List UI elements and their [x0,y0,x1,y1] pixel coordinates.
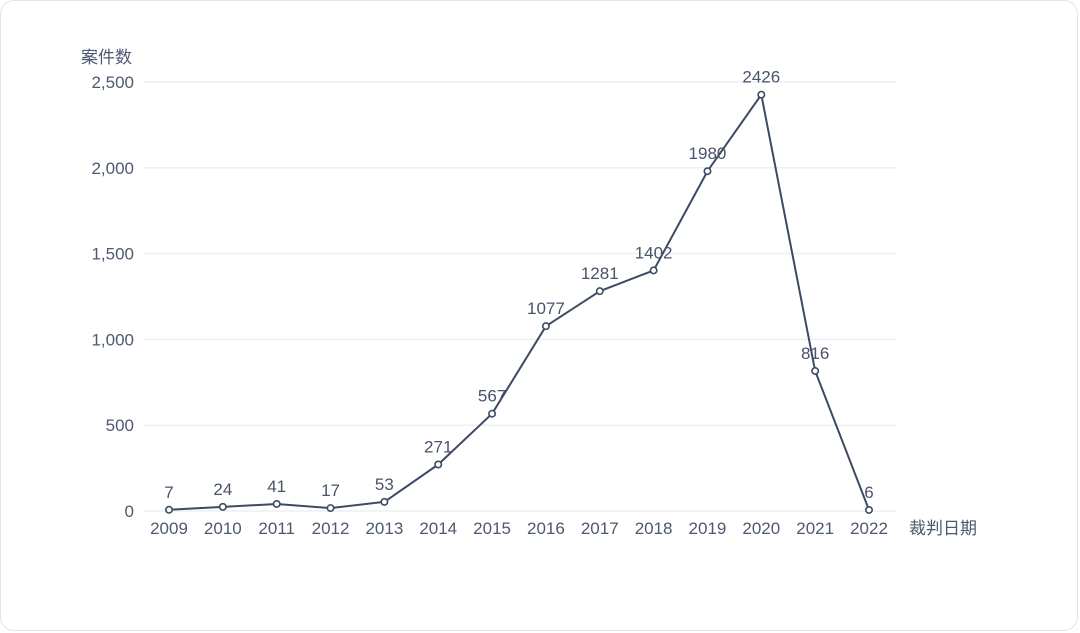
x-tick-label: 2016 [527,519,565,538]
y-tick-label: 2,500 [91,73,134,92]
data-point-marker [326,504,335,513]
data-point-label: 17 [321,481,340,500]
data-point-label: 1980 [689,144,727,163]
data-point-marker [541,322,550,331]
y-axis-title: 案件数 [81,48,132,67]
data-point-label: 24 [213,480,232,499]
data-point-label: 53 [375,475,394,494]
x-tick-label: 2019 [689,519,727,538]
data-point-marker [434,460,443,469]
data-point-marker [757,90,766,99]
x-tick-label: 2018 [635,519,673,538]
data-point-marker [864,505,873,514]
x-tick-label: 2012 [312,519,350,538]
x-tick-label: 2021 [796,519,834,538]
data-point-label: 1281 [581,264,619,283]
x-tick-label: 2013 [365,519,403,538]
data-point-label: 1402 [635,243,673,262]
data-point-label: 6 [864,483,873,502]
x-tick-label: 2009 [150,519,188,538]
data-point-label: 271 [424,437,452,456]
data-point-label: 567 [478,387,506,406]
y-tick-label: 500 [106,416,134,435]
x-tick-label: 2022 [850,519,888,538]
y-tick-label: 1,000 [91,330,134,349]
x-tick-label: 2010 [204,519,242,538]
data-point-marker [488,409,497,418]
data-point-marker [811,366,820,375]
data-point-marker [165,505,174,514]
data-point-marker [595,287,604,296]
x-tick-label: 2020 [742,519,780,538]
data-point-label: 1077 [527,299,565,318]
data-point-label: 41 [267,477,286,496]
x-axis-title: 裁判日期 [909,519,977,538]
y-tick-label: 0 [125,502,134,521]
series-line [168,93,870,511]
x-tick-label: 2014 [419,519,457,538]
y-tick-label: 1,500 [91,245,134,264]
x-tick-label: 2015 [473,519,511,538]
data-point-marker [218,502,227,511]
x-tick-label: 2017 [581,519,619,538]
data-point-label: 2426 [742,68,780,87]
x-tick-label: 2011 [258,519,295,538]
data-point-label: 816 [801,344,829,363]
data-point-marker [703,167,712,176]
data-point-marker [380,497,389,506]
data-point-marker [649,266,658,275]
y-tick-label: 2,000 [91,159,134,178]
data-point-label: 7 [164,483,173,502]
data-point-marker [272,499,281,508]
